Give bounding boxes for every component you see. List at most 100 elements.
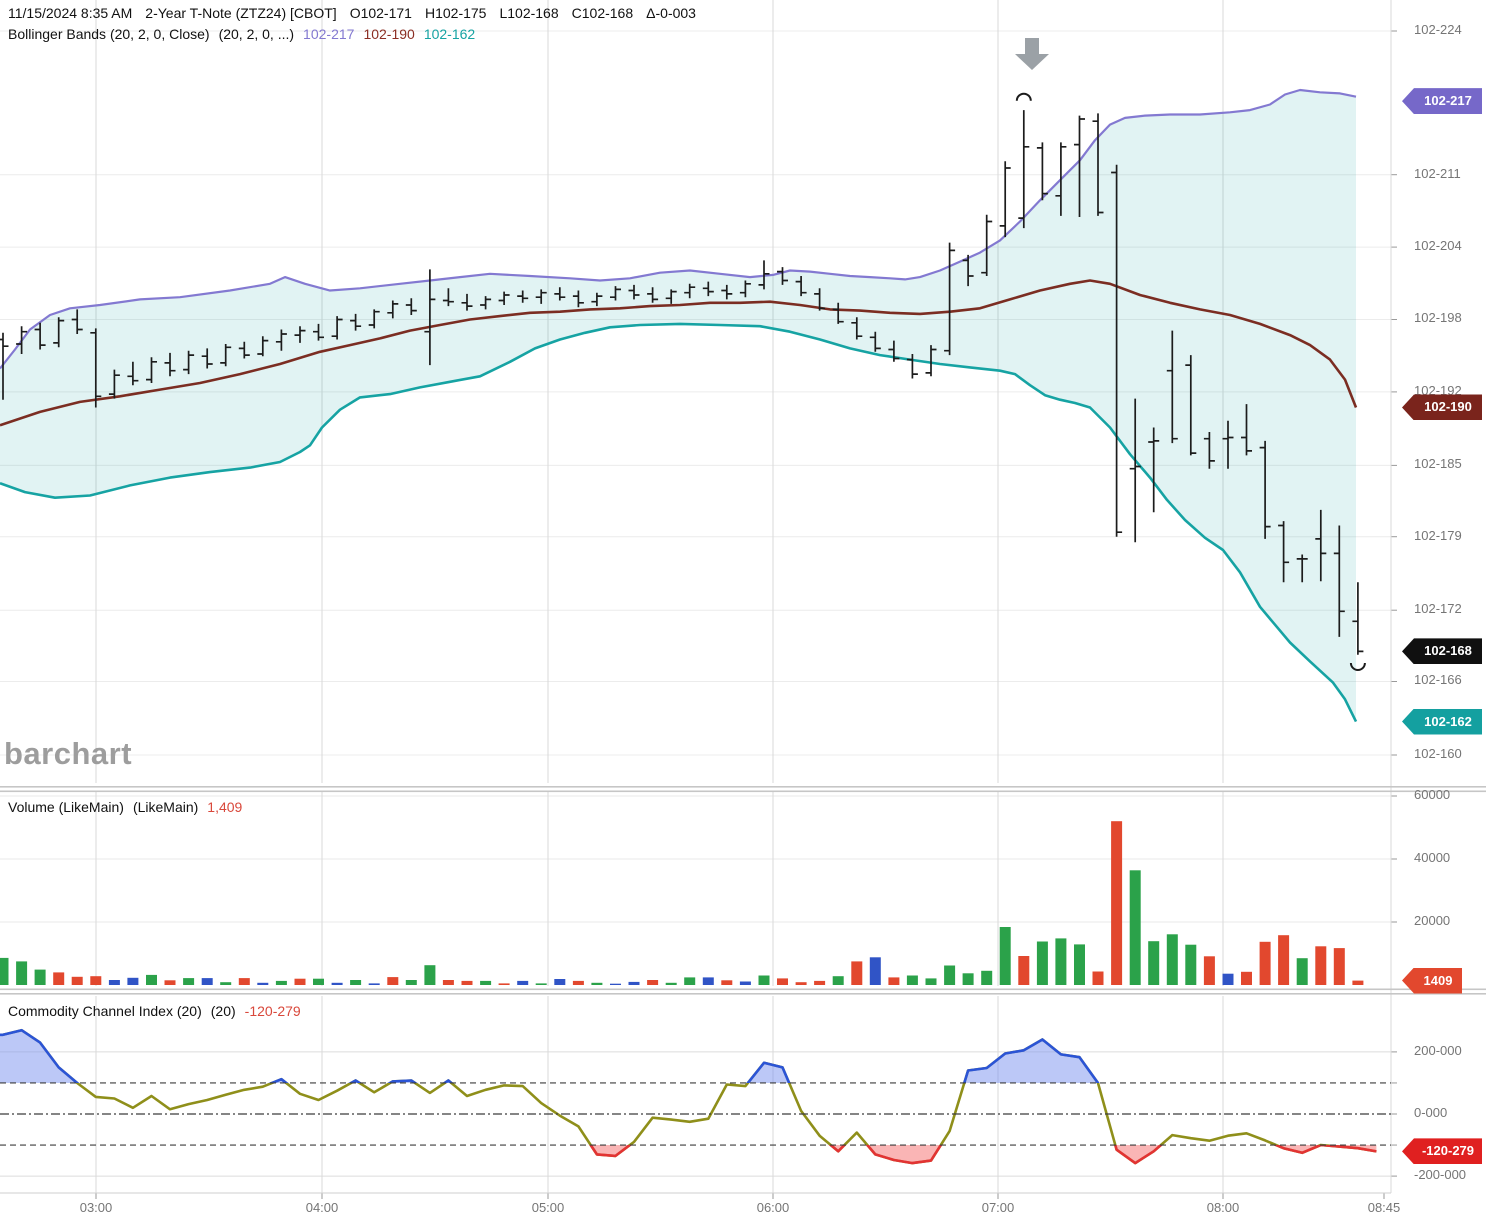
bollinger-upper-value: 102-217 <box>303 26 355 42</box>
price-badge: 102-168 <box>1402 638 1482 665</box>
ohlc-bar <box>461 293 473 311</box>
volume-bar <box>71 976 83 985</box>
ohlc-bar <box>350 313 362 331</box>
cci-overbought-line <box>0 1028 1100 1083</box>
panel-separator <box>0 786 1486 788</box>
volume-bar <box>888 977 900 985</box>
price-axis-label: 102-211 <box>1414 165 1461 181</box>
ohlc-bar <box>851 317 863 340</box>
volume-axis-label: 20000 <box>1414 913 1451 928</box>
volume-bar <box>758 975 770 985</box>
volume-bar <box>34 969 46 985</box>
ohlc-bar <box>1352 582 1364 655</box>
volume-bar <box>647 980 659 985</box>
ohlc-bar <box>1148 427 1160 513</box>
volume-bar <box>183 978 195 985</box>
cci-legend-params: (20) <box>210 1003 236 1019</box>
ohlc-bar <box>387 300 399 319</box>
ohlc-bar <box>1241 404 1252 456</box>
volume-bar <box>257 982 269 985</box>
ohlc-bar <box>572 290 584 308</box>
ohlc-bar <box>944 242 956 356</box>
ohlc-bar <box>183 350 195 375</box>
bollinger-legend-params: (20, 2, 0, ...) <box>218 26 295 42</box>
volume-bar <box>554 979 566 985</box>
ohlc-bar <box>275 329 287 351</box>
cci-overbought-fill <box>0 1030 1377 1083</box>
ohlc-bar <box>1315 509 1327 582</box>
volume-bar <box>721 980 733 985</box>
price-axis-label: 102-224 <box>1414 22 1462 37</box>
ohlc-bar <box>1018 110 1030 229</box>
volume-bar <box>442 980 454 985</box>
ohlc-bar <box>238 341 250 359</box>
bollinger-lower-line <box>0 322 1358 723</box>
volume-bar <box>1203 956 1215 985</box>
volume-bar <box>53 972 65 985</box>
volume-bar <box>331 982 343 985</box>
volume-axis-label: 40000 <box>1414 850 1451 865</box>
volume-bar <box>610 983 621 985</box>
ohlc-bar <box>164 352 176 377</box>
price-badge: 102-162 <box>1402 708 1482 735</box>
volume-bar <box>944 965 956 985</box>
volume-bar <box>1333 948 1345 985</box>
volume-bar <box>108 980 120 985</box>
price-axis-label: 102-172 <box>1414 601 1462 617</box>
cci-legend-name: Commodity Channel Index (20) <box>8 1003 202 1019</box>
volume-bar <box>739 981 751 985</box>
ohlc-bar <box>498 291 510 305</box>
ohlc-bar <box>201 348 213 369</box>
price-badge: 102-217 <box>1402 88 1482 115</box>
volume-bar <box>1166 934 1178 985</box>
volume-bar <box>294 978 306 985</box>
price-badge: 102-190 <box>1402 394 1482 421</box>
price-axis-label: 102-166 <box>1414 672 1462 688</box>
ohlc-bar <box>313 323 324 341</box>
ohlc-bar <box>1166 330 1178 444</box>
ohlc-bar <box>1203 432 1215 469</box>
volume-badge: 1409 <box>1402 967 1462 994</box>
ohlc-bar <box>535 289 547 304</box>
ohlc-bar <box>71 309 83 334</box>
volume-bar <box>1185 944 1197 985</box>
volume-bar <box>1074 944 1085 985</box>
ohlc-bar <box>517 290 529 303</box>
panel-separator <box>0 988 1486 991</box>
ohlc-bar <box>257 336 269 357</box>
bollinger-middle-value: 102-190 <box>363 26 415 42</box>
volume-bar <box>0 957 9 985</box>
ohlc-bar <box>1296 554 1308 583</box>
volume-bar <box>1129 870 1141 985</box>
cci-axis-label: 0-000 <box>1414 1105 1448 1120</box>
time-axis-label: 03:00 <box>79 1200 113 1215</box>
volume-bar <box>90 976 102 985</box>
volume-bar <box>869 957 881 985</box>
volume-bar <box>535 983 547 985</box>
volume-bar <box>925 978 937 985</box>
time-axis-label: 06:00 <box>756 1200 790 1215</box>
volume-bar <box>1278 935 1290 985</box>
title-instrument: 2-Year T-Note (ZTZ24) [CBOT] <box>145 5 337 21</box>
volume-bar <box>591 982 603 985</box>
cci-legend: Commodity Channel Index (20) (20) -120-279 <box>8 1003 310 1019</box>
down-arrow-icon <box>1015 38 1049 70</box>
volume-bar <box>405 980 417 985</box>
price-axis-label: 102-198 <box>1414 310 1462 326</box>
title-high: H102-175 <box>424 5 487 21</box>
volume-legend-value: 1,409 <box>207 799 243 815</box>
cci-line <box>0 1028 1377 1165</box>
title-close: C102-168 <box>571 5 634 21</box>
ohlc-bar <box>628 284 640 300</box>
ohlc-bar <box>368 309 380 329</box>
volume-bar <box>1315 946 1327 985</box>
ohlc-bar <box>1185 355 1197 456</box>
ohlc-bar <box>1129 398 1141 543</box>
ohlc-bar <box>331 316 343 340</box>
bollinger-lower-value: 102-162 <box>423 26 476 42</box>
volume-bar <box>1055 938 1067 985</box>
ohlc-bar <box>758 260 770 290</box>
ohlc-bar <box>832 302 844 324</box>
volume-bar <box>814 980 826 985</box>
